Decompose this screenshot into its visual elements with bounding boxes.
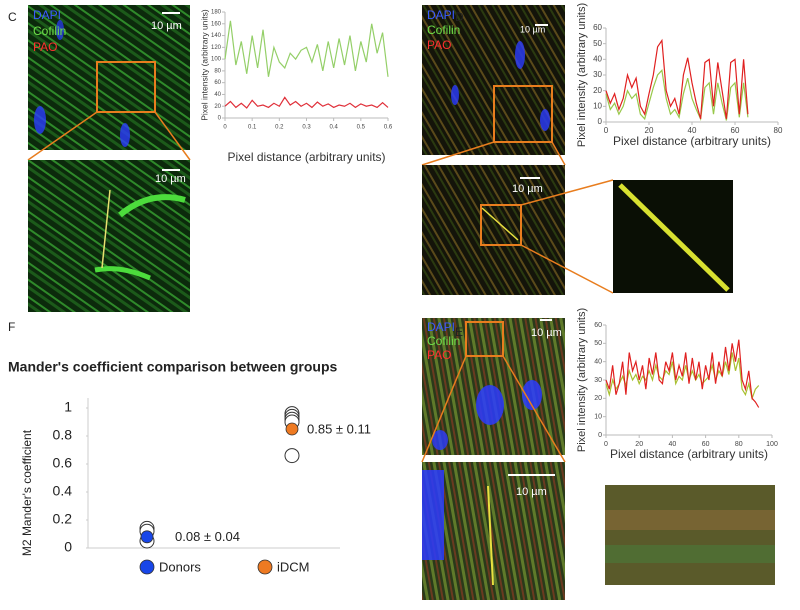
y-tick-label: 0.4 <box>53 483 73 499</box>
y-tick-label: 20 <box>593 86 602 95</box>
y-tick-label: 0 <box>598 117 603 126</box>
series-line <box>605 352 760 401</box>
y-tick-label: 10 <box>593 101 602 110</box>
panel-e-images: DAPI Cofilin PAO 10 µm 10 µm <box>421 318 775 600</box>
x-tick-label: 0 <box>223 125 227 131</box>
x-tick-label: 0.6 <box>384 125 393 131</box>
panel-label: E <box>455 325 463 339</box>
x-tick-label: 0.3 <box>302 125 311 131</box>
x-tick-label: 0.5 <box>357 125 366 131</box>
series-line <box>224 96 389 109</box>
annotation: 0.08 ± 0.04 <box>175 529 240 544</box>
y-tick-label: 0 <box>64 539 72 555</box>
legend-marker <box>257 559 273 575</box>
x-tick-label: 60 <box>731 126 740 135</box>
y-tick-label: 40 <box>594 359 602 366</box>
y-tick-label: 1 <box>64 399 72 415</box>
panel-label: C <box>8 10 17 24</box>
scale-bar-label: 10 µm <box>512 183 543 195</box>
series-line <box>605 68 749 121</box>
x-tick-label: 20 <box>645 126 654 135</box>
series-line <box>605 339 760 408</box>
y-tick-label: 40 <box>214 92 221 98</box>
y-tick-label: 60 <box>593 23 602 32</box>
scale-bar-label: 10 µm <box>516 486 547 498</box>
channel-label: Cofilin <box>427 23 460 37</box>
x-tick-label: 40 <box>688 126 697 135</box>
x-axis-label: Pixel distance (arbitrary units) <box>227 150 385 164</box>
y-axis-label: M2 Mander's coefficient <box>20 429 34 556</box>
channel-label: Cofilin <box>33 24 66 38</box>
y-tick-label: 140 <box>211 33 222 39</box>
y-tick-label: 160 <box>211 21 222 27</box>
x-tick-label: 100 <box>766 441 778 448</box>
y-tick-label: 30 <box>594 377 602 384</box>
x-tick-label: 0.2 <box>275 125 284 131</box>
channel-label: PAO <box>427 348 451 362</box>
channel-label: Cofilin <box>427 334 460 348</box>
y-axis-label: Pixel intensity (arbitrary units) <box>576 3 588 147</box>
series-line <box>605 38 749 120</box>
scale-bar-label: 10 µm <box>151 20 182 32</box>
y-tick-label: 50 <box>594 340 602 347</box>
series-line <box>224 20 389 77</box>
y-tick-label: 0 <box>218 116 222 122</box>
y-tick-label: 0.2 <box>53 511 73 527</box>
x-tick-label: 0 <box>604 126 609 135</box>
y-tick-label: 50 <box>593 39 602 48</box>
x-tick-label: 40 <box>669 441 677 448</box>
legend-marker <box>139 559 155 575</box>
y-tick-label: 120 <box>211 45 222 51</box>
y-tick-label: 30 <box>593 70 602 79</box>
y-tick-label: 80 <box>214 68 221 74</box>
y-tick-label: 20 <box>214 104 221 110</box>
x-axis-label: Pixel distance (arbitrary units) <box>613 134 771 148</box>
y-tick-label: 10 <box>594 414 602 421</box>
legend-label: iDCM <box>277 559 310 574</box>
y-tick-label: 100 <box>211 57 222 63</box>
scale-bar-label: 10 µm <box>531 327 562 339</box>
x-tick-label: 0.4 <box>329 125 338 131</box>
annotation: 0.85 ± 0.11 <box>307 421 371 436</box>
y-tick-label: 180 <box>211 10 222 16</box>
y-axis-label: Pixel intensity (arbitrary units) <box>576 308 588 452</box>
y-tick-label: 20 <box>594 395 602 402</box>
mean-point <box>140 530 154 544</box>
mean-point <box>285 422 299 436</box>
channel-label: PAO <box>33 40 57 54</box>
x-tick-label: 80 <box>774 126 783 135</box>
y-tick-label: 0.6 <box>53 455 73 471</box>
y-tick-label: 60 <box>594 322 602 329</box>
legend-label: Donors <box>159 559 201 574</box>
x-tick-label: 20 <box>635 441 643 448</box>
panel-label: D <box>455 10 464 24</box>
panel-label: F <box>8 320 15 334</box>
y-tick-label: 40 <box>593 54 602 63</box>
data-point <box>284 448 300 464</box>
channel-label: PAO <box>427 38 451 52</box>
y-tick-label: 60 <box>214 80 221 86</box>
scale-bar-label: 10 µm <box>520 24 545 34</box>
x-tick-label: 0 <box>604 441 608 448</box>
chart-title: Mander's coefficient comparison between … <box>8 359 337 375</box>
x-tick-label: 0.1 <box>248 125 257 131</box>
y-tick-label: 0.8 <box>53 427 73 443</box>
y-tick-label: 0 <box>598 432 602 439</box>
panel-d-images: DAPI Cofilin PAO 10 µm 10 µm <box>421 5 733 295</box>
panel-c-images: DAPI Cofilin PAO 10 µm 10 µm <box>27 5 191 312</box>
y-axis-label: Pixel intensity (arbitrary units) <box>199 9 209 121</box>
x-tick-label: 60 <box>702 441 710 448</box>
channel-label: DAPI <box>427 8 455 22</box>
x-tick-label: 80 <box>735 441 743 448</box>
channel-label: DAPI <box>33 8 61 22</box>
scale-bar-label: 10 µm <box>155 173 186 185</box>
channel-label: DAPI <box>427 320 455 334</box>
x-axis-label: Pixel distance (arbitrary units) <box>610 447 768 461</box>
